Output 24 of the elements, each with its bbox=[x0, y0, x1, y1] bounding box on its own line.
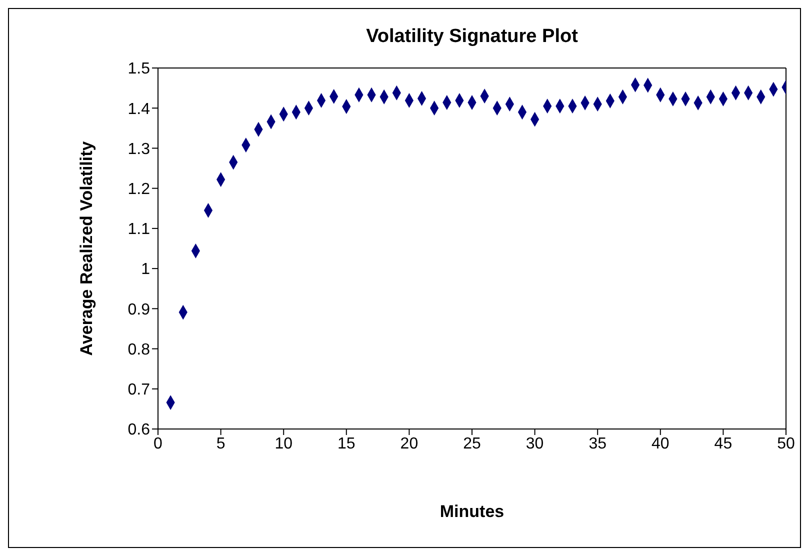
y-tick-label: 1.3 bbox=[128, 140, 150, 158]
y-tick-label: 0.8 bbox=[128, 341, 150, 358]
x-tick-label: 45 bbox=[714, 435, 732, 452]
y-tick-label: 0.6 bbox=[128, 422, 150, 439]
chart-title: Volatility Signature Plot bbox=[365, 26, 579, 48]
x-tick-label: 30 bbox=[526, 435, 544, 452]
x-tick-label: 50 bbox=[777, 435, 795, 452]
y-tick-label: 0.9 bbox=[128, 301, 150, 318]
x-tick-label: 35 bbox=[588, 435, 607, 452]
x-tick-label: 10 bbox=[274, 435, 293, 452]
x-tick-label: 20 bbox=[400, 435, 418, 452]
x-axis-title: Minutes bbox=[440, 502, 504, 521]
x-tick-label: 5 bbox=[216, 435, 226, 452]
x-tick-label: 40 bbox=[652, 435, 670, 452]
y-tick-label: 1.1 bbox=[128, 221, 150, 238]
y-axis-title: Average Realized Volatility bbox=[77, 140, 96, 356]
x-tick-label: 25 bbox=[463, 435, 481, 452]
x-tick-label: 15 bbox=[338, 435, 356, 452]
y-tick-label: 1 bbox=[141, 261, 150, 278]
y-tick-label: 1.4 bbox=[128, 100, 150, 118]
y-tick-label: 1.2 bbox=[128, 181, 150, 198]
x-tick-label: 0 bbox=[154, 435, 163, 452]
y-tick-label: 1.5 bbox=[128, 60, 150, 78]
y-tick-label: 0.7 bbox=[128, 382, 150, 399]
